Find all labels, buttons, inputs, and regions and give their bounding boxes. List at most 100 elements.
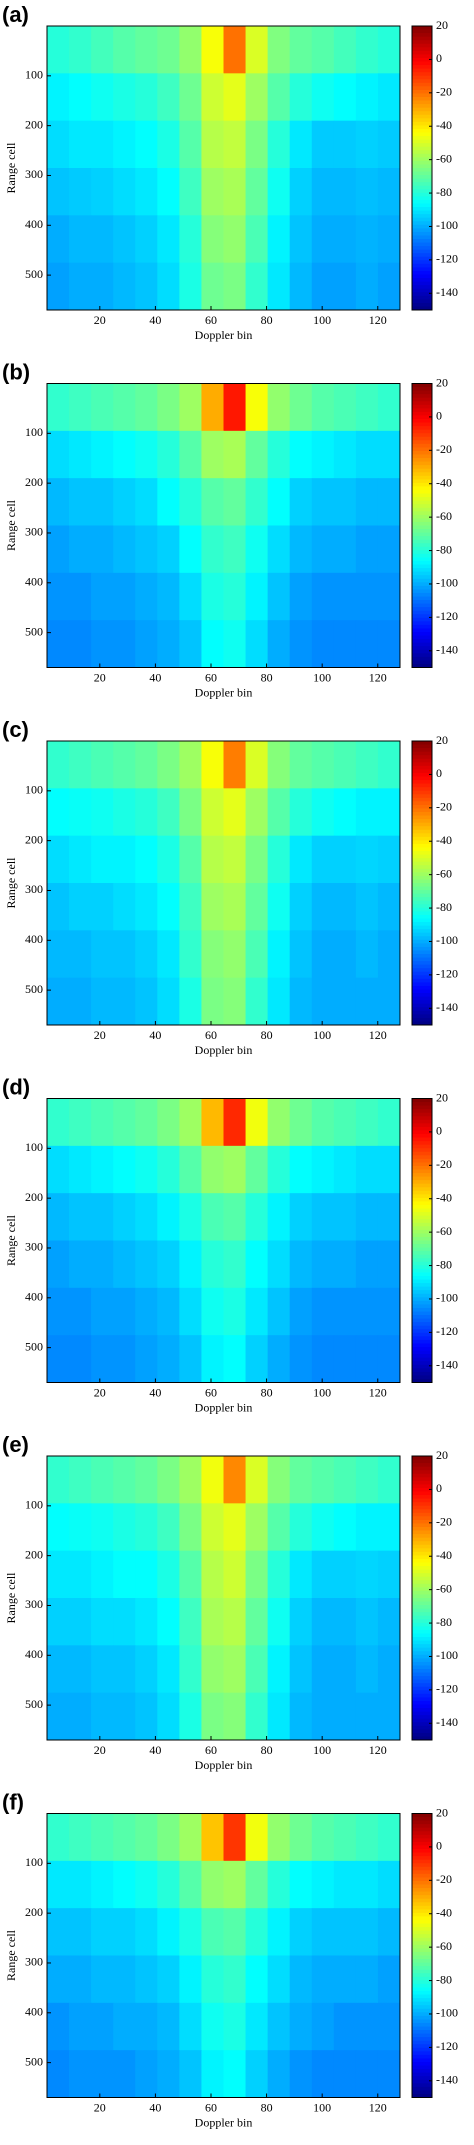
heatmap-cell	[355, 1955, 379, 2004]
heatmap-cell	[135, 262, 158, 311]
heatmap-cell	[311, 977, 335, 1026]
heatmap-cell	[355, 120, 379, 169]
colorbar-segment	[412, 833, 432, 838]
colorbar-segment	[412, 249, 432, 254]
colorbar-segment	[412, 256, 432, 261]
heatmap-cell	[179, 1240, 202, 1289]
heatmap-cell	[113, 2002, 136, 2051]
heatmap-cell	[289, 1813, 313, 1862]
heatmap-cell	[157, 73, 180, 122]
colorbar-tick-label: -100	[436, 576, 458, 590]
colorbar-segment	[412, 826, 432, 831]
heatmap-cell	[289, 26, 313, 74]
heatmap-cell	[157, 215, 180, 264]
x-tick-label: 60	[205, 1743, 217, 1757]
heatmap-cell	[311, 1145, 335, 1194]
heatmap-cell	[91, 1813, 114, 1862]
colorbar-segment	[412, 164, 432, 169]
colorbar-segment	[412, 1126, 432, 1131]
colorbar-segment	[412, 617, 432, 622]
colorbar-segment	[412, 1594, 432, 1599]
heatmap-cell	[355, 883, 379, 931]
colorbar-segment	[412, 1849, 432, 1854]
heatmap-cell	[267, 1550, 291, 1599]
colorbar-tick-label: -140	[436, 2073, 458, 2087]
heatmap-cell	[333, 572, 357, 621]
heatmap-cell	[113, 1955, 136, 2004]
heatmap-cell	[135, 1287, 158, 1336]
colorbar-segment	[412, 1336, 432, 1341]
colorbar-segment	[412, 1637, 432, 1642]
colorbar-segment	[412, 1817, 432, 1822]
heatmap-cell	[289, 1955, 313, 2004]
heatmap-cell	[47, 2002, 70, 2051]
heatmap-cell	[91, 215, 114, 264]
colorbar-segment	[412, 1021, 432, 1026]
colorbar-segment	[412, 2058, 432, 2063]
colorbar-segment	[412, 772, 432, 777]
colorbar-segment	[412, 1644, 432, 1649]
heatmap-cell	[157, 572, 180, 621]
heatmap-cell	[223, 1335, 247, 1383]
colorbar-segment	[412, 918, 432, 923]
colorbar-tick-label: -80	[436, 1972, 452, 1986]
colorbar-segment	[412, 1651, 432, 1656]
colorbar-segment	[412, 865, 432, 870]
colorbar-segment	[412, 1700, 432, 1705]
heatmap-cell	[69, 73, 92, 122]
colorbar-segment	[412, 429, 432, 434]
colorbar-segment	[412, 490, 432, 495]
colorbar-segment	[412, 968, 432, 973]
colorbar-segment	[412, 1856, 432, 1861]
heatmap-cell	[355, 620, 379, 668]
colorbar-segment	[412, 2033, 432, 2038]
colorbar-segment	[412, 1463, 432, 1468]
heatmap-cell	[91, 73, 114, 122]
heatmap-cell	[355, 1598, 379, 1646]
heatmap-cell	[47, 215, 70, 264]
y-tick-label: 400	[25, 2005, 43, 2019]
heatmap-cell	[157, 26, 180, 74]
heatmap-cell	[135, 120, 158, 169]
colorbar-segment	[412, 1633, 432, 1638]
heatmap-cell	[355, 26, 379, 74]
heatmap-cell	[223, 1550, 247, 1599]
heatmap-cell	[69, 883, 92, 931]
heatmap-cell	[289, 1098, 313, 1147]
colorbar-segment	[412, 1580, 432, 1585]
colorbar-segment	[412, 1683, 432, 1688]
heatmap-cell	[179, 478, 202, 526]
colorbar-segment	[412, 2026, 432, 2031]
colorbar-segment	[412, 1718, 432, 1723]
colorbar-segment	[412, 532, 432, 537]
heatmap-cell	[157, 1860, 180, 1909]
heatmap-cell	[113, 1908, 136, 1956]
heatmap-cell	[157, 1692, 180, 1741]
colorbar-segment	[412, 1279, 432, 1284]
heatmap-cell	[201, 930, 224, 979]
heatmap-cell	[69, 1503, 92, 1552]
y-tick-label: 200	[25, 1905, 43, 1919]
heatmap-cell	[311, 572, 335, 621]
heatmap-cell	[157, 1287, 180, 1336]
heatmap-cell	[201, 1456, 224, 1504]
colorbar-segment	[412, 1530, 432, 1535]
heatmap-cell	[201, 26, 224, 74]
heatmap-cell	[267, 1098, 291, 1147]
heatmap-cell	[223, 1598, 247, 1646]
colorbar-segment	[412, 1190, 432, 1195]
colorbar-segment	[412, 443, 432, 448]
heatmap-cell	[157, 430, 180, 479]
colorbar-segment	[412, 649, 432, 654]
heatmap-cell	[333, 383, 357, 432]
colorbar-segment	[412, 543, 432, 548]
heatmap-cell	[179, 1813, 202, 1862]
colorbar-tick-label: 0	[436, 409, 442, 423]
heatmap-cell	[267, 2050, 291, 2098]
heatmap-cell	[333, 120, 357, 169]
colorbar-segment	[412, 1551, 432, 1556]
heatmap-cell	[47, 977, 70, 1026]
heatmap-cell	[377, 1813, 401, 1862]
colorbar-segment	[412, 741, 432, 746]
colorbar-segment	[412, 1003, 432, 1008]
